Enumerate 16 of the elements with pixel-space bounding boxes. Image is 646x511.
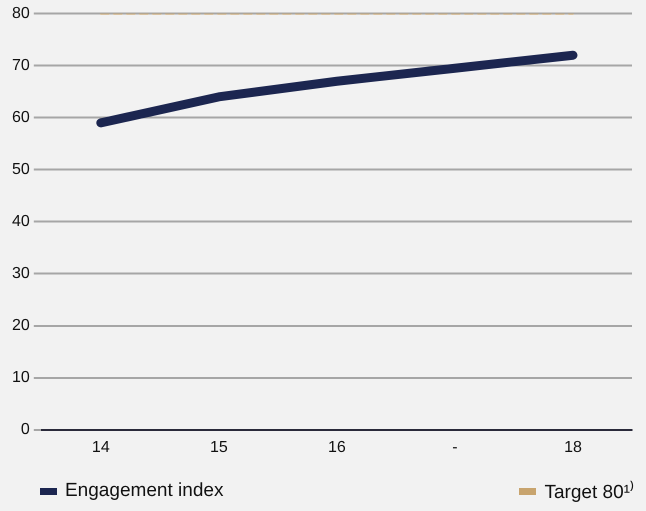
- y-tick-label: 40: [12, 213, 30, 230]
- legend-label: Engagement index: [65, 480, 224, 502]
- y-tick-label: 0: [20, 421, 30, 438]
- x-tick-label: 14: [92, 438, 110, 456]
- y-tick-label: 20: [12, 317, 30, 334]
- x-tick-label: 18: [564, 438, 582, 456]
- legend-label: Target 80¹⁾: [544, 480, 634, 504]
- y-tick-label: 30: [12, 265, 30, 282]
- y-tick-label: 50: [12, 161, 30, 178]
- y-tick-label: 10: [12, 369, 30, 386]
- y-tick-label: 80: [12, 5, 30, 22]
- x-tick-label: -: [452, 438, 458, 456]
- x-tick-label: 16: [328, 438, 346, 456]
- y-tick-label: 60: [12, 109, 30, 126]
- y-tick-label: 70: [12, 57, 30, 74]
- x-tick-label: 15: [210, 438, 228, 456]
